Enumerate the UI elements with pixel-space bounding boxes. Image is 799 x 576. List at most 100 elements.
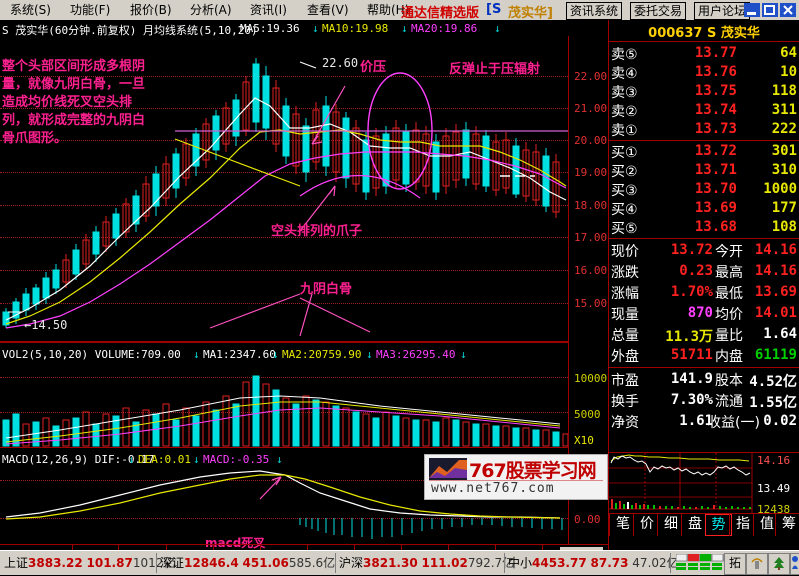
tab-pan[interactable]: 盘 [681, 514, 708, 536]
close-icon[interactable] [780, 3, 796, 17]
bid-label-2: 买② [611, 164, 638, 180]
price-pane[interactable] [0, 36, 568, 342]
ask-price-1: 13.73 [694, 121, 737, 137]
news-system-button[interactable]: 资讯系统 [566, 2, 623, 20]
user-forum-button[interactable]: 用户论坛 [694, 2, 751, 20]
brand-label: 通达信精选版 [401, 6, 480, 21]
volume-pane-bottom-border [0, 447, 568, 448]
vol-gridline-5000 [0, 412, 568, 413]
bid-row-3[interactable]: 买③ 13.70 1000 [609, 180, 799, 199]
gridline-1700 [0, 237, 568, 238]
status-divider-3 [504, 553, 505, 573]
main-chart-area[interactable]: S 茂实华(60分钟.前复权) 月均线系统(5,10,20) MA5:19.36… [0, 20, 609, 567]
maximize-icon[interactable] [762, 3, 778, 17]
stat-value-shares: 4.52亿 [749, 374, 797, 390]
ask-row-3[interactable]: 卖③ 13.75 118 [609, 82, 799, 101]
signal-icon[interactable] [746, 553, 768, 575]
trade-button[interactable]: 委托交易 [630, 2, 687, 20]
menu-item-function[interactable]: 功能(F) [70, 3, 111, 17]
bid-price-4: 13.69 [694, 200, 737, 216]
status-divider-2 [335, 553, 336, 573]
dea-readout: DEA:0.01 [138, 453, 191, 466]
ask-price-2: 13.74 [694, 102, 737, 118]
person-icon[interactable] [790, 553, 799, 575]
tab-zhi2[interactable]: 值 [753, 514, 780, 536]
minimize-icon[interactable] [744, 3, 760, 17]
tab-jia[interactable]: 价 [633, 514, 660, 536]
bid-row-4[interactable]: 买④ 13.69 177 [609, 199, 799, 218]
ask-row-4[interactable]: 卖④ 13.76 10 [609, 63, 799, 82]
menu-item-system[interactable]: 系统(S) [10, 3, 51, 17]
menu-item-view[interactable]: 查看(V) [307, 3, 349, 17]
annotation-leaders [209, 85, 371, 337]
bid-price-5: 13.68 [694, 219, 737, 235]
stat-label-tick-volume: 现量 [611, 307, 639, 323]
stat-label-open: 今开 [715, 244, 743, 260]
stat-label-total-volume: 总量 [611, 328, 639, 344]
bid-stats-divider [609, 238, 799, 239]
stats-fundamentals-divider [609, 367, 799, 368]
tuo-button[interactable]: 拓 [724, 553, 746, 575]
status-index-hs300-name: 沪深 [339, 556, 364, 570]
vol-tick-5000: 5000 [574, 408, 601, 421]
stat-value-float: 1.55亿 [749, 395, 797, 411]
stat-label-avg-price: 均价 [715, 307, 743, 323]
menu-item-analysis[interactable]: 分析(A) [190, 3, 232, 17]
bid-price-1: 13.72 [694, 143, 737, 159]
stat-value-pe: 141.9 [670, 371, 713, 387]
status-index-hs300-value: 3821.30 [363, 556, 418, 570]
macd-cross-arrowhead [271, 476, 282, 486]
bid-price-3: 13.70 [694, 181, 737, 197]
status-index-sme[interactable]: 中小4453.77 87.73 47.02亿 [508, 554, 679, 572]
brand-stock-name: 茂实华] [508, 6, 553, 21]
intraday-mini-chart[interactable]: 14.16 13.49 12438 [609, 452, 799, 516]
vol-ma1-arrow-down-icon: ↓ [272, 348, 279, 361]
vol-ma3-readout: MA3:26295.40 [376, 348, 456, 361]
gridline-1600 [0, 270, 568, 271]
tab-shi[interactable]: 势 [705, 514, 732, 536]
bid-row-2[interactable]: 买② 13.71 310 [609, 161, 799, 180]
ask-label-4: 卖④ [611, 66, 638, 82]
bid-row-1[interactable]: 买① 13.72 301 [609, 142, 799, 161]
status-index-sz[interactable]: 深证12846.4 451.06585.6亿 [160, 554, 335, 572]
macd-cross-annotation: macd死叉 [205, 536, 266, 550]
ma10-arrow-down-icon: ↓ [401, 22, 408, 35]
stat-row-change: 涨跌 0.23 最高 14.16 [609, 261, 799, 282]
ask-price-5: 13.77 [694, 45, 737, 61]
gridline-1900 [0, 172, 568, 173]
vol-tick-10000: 10000 [574, 372, 608, 385]
price-tick-1500: 15.00 [574, 297, 608, 310]
status-index-sh[interactable]: 上证3883.22 101.871012亿 [4, 554, 175, 572]
tab-chou[interactable]: 筹 [775, 514, 799, 536]
macd-cross-leader [259, 476, 282, 500]
stat-value-avg-price: 14.01 [754, 305, 797, 321]
tab-zhi[interactable]: 指 [729, 514, 756, 536]
tab-bi[interactable]: 笔 [609, 514, 636, 536]
stat-row-turnover: 换手 7.30% 流通 1.55亿 [609, 390, 799, 411]
tree-icon[interactable] [768, 553, 790, 575]
bid-row-5[interactable]: 买⑤ 13.68 108 [609, 218, 799, 237]
bid-label-1: 买① [611, 145, 638, 161]
status-bar: 上证3883.22 101.871012亿 深证12846.4 451.0658… [0, 550, 799, 575]
stat-value-change-pct: 1.70% [670, 284, 713, 300]
volume-bars [2, 375, 568, 447]
candlestick-series [2, 58, 568, 337]
price-tick-2100: 21.00 [574, 102, 608, 115]
watermark-divider [429, 480, 603, 481]
menu-item-quote[interactable]: 报价(B) [130, 3, 172, 17]
menu-item-help[interactable]: 帮助(H) [367, 3, 410, 17]
tab-xi[interactable]: 细 [657, 514, 684, 536]
quote-title: 000637 S 茂实华 [648, 26, 760, 41]
brand-market-flag: [S [486, 2, 502, 17]
stat-label-inner-volume: 内盘 [715, 349, 743, 365]
status-index-sz-value: 12846.4 [184, 556, 239, 570]
status-index-sme-change: 87.73 [590, 556, 629, 570]
price-tick-1700: 17.00 [574, 231, 608, 244]
ask-row-1[interactable]: 卖① 13.73 222 [609, 120, 799, 139]
ask-row-2[interactable]: 卖② 13.74 311 [609, 101, 799, 120]
watermark-title: 767股票学习网 [469, 460, 597, 482]
ask-row-5[interactable]: 卖⑤ 13.77 64 [609, 44, 799, 63]
status-index-hs300[interactable]: 沪深3821.30 111.02792.7亿 [339, 554, 514, 572]
stat-label-float: 流通 [715, 394, 743, 410]
menu-item-news[interactable]: 资讯(I) [250, 3, 287, 17]
